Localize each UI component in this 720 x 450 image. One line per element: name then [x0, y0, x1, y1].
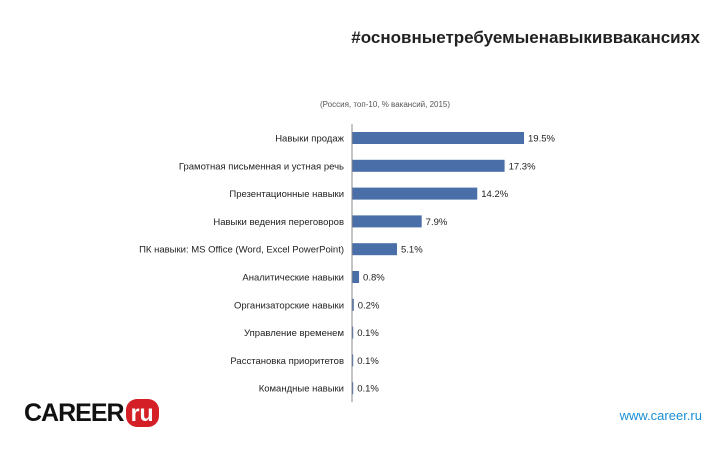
- value-label: 0.1%: [357, 356, 379, 367]
- logo-text: CAREER: [24, 399, 125, 427]
- value-label: 7.9%: [426, 217, 448, 228]
- logo-badge: ru: [125, 399, 159, 427]
- value-label: 14.2%: [481, 189, 508, 200]
- bar: [352, 271, 360, 283]
- category-label: Навыки ведения переговоров: [213, 217, 344, 228]
- category-label: Аналитические навыки: [242, 273, 344, 284]
- category-label: Расстановка приоритетов: [230, 356, 344, 367]
- value-label: 0.1%: [357, 328, 379, 339]
- category-label: Управление временем: [244, 328, 344, 339]
- value-label: 19.5%: [528, 134, 555, 145]
- value-label: 0.2%: [358, 300, 380, 311]
- chart-subtitle: (Россия, топ-10, % вакансий, 2015): [320, 100, 451, 109]
- value-label: 0.8%: [363, 273, 385, 284]
- category-label: ПК навыки: MS Office (Word, Excel PowerP…: [139, 245, 344, 256]
- category-label: Презентационные навыки: [229, 189, 344, 200]
- bar: [352, 243, 397, 256]
- bar: [352, 132, 524, 144]
- chart-title: #основныетребуемыенавыкиввакансиях: [351, 28, 700, 47]
- value-label: 5.1%: [401, 245, 423, 256]
- bar: [352, 187, 478, 200]
- bars-layer: Навыки продаж 19.5% Грамотная письменная и…: [139, 132, 555, 395]
- bar: [352, 382, 354, 395]
- site-url[interactable]: www.career.ru: [619, 408, 702, 423]
- career-logo: CAREER ru: [24, 398, 159, 428]
- value-label: 17.3%: [509, 161, 536, 172]
- category-label: Грамотная письменная и устная речь: [179, 161, 344, 172]
- value-label: 0.1%: [357, 384, 379, 395]
- bar: [352, 326, 354, 339]
- bar: [352, 298, 354, 311]
- bar: [352, 159, 505, 172]
- category-label: Навыки продаж: [275, 134, 344, 145]
- bar: [352, 215, 422, 228]
- category-label: Командные навыки: [259, 384, 344, 395]
- category-label: Организаторские навыки: [234, 300, 344, 311]
- bar: [352, 354, 354, 367]
